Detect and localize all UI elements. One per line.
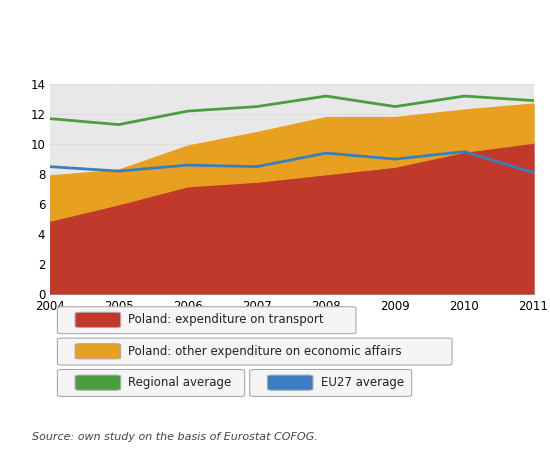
FancyBboxPatch shape bbox=[57, 369, 245, 396]
FancyBboxPatch shape bbox=[75, 344, 120, 359]
FancyBboxPatch shape bbox=[57, 307, 356, 333]
Text: Regional average: Regional average bbox=[128, 376, 232, 389]
Text: Expenditure on economic affairs: Expenditure on economic affairs bbox=[14, 17, 342, 35]
Text: Source: own study on the basis of Eurostat COFOG.: Source: own study on the basis of Eurost… bbox=[32, 432, 318, 442]
FancyBboxPatch shape bbox=[75, 375, 120, 390]
FancyBboxPatch shape bbox=[267, 375, 313, 390]
FancyBboxPatch shape bbox=[250, 369, 411, 396]
Text: Poland: expenditure on transport: Poland: expenditure on transport bbox=[128, 313, 324, 326]
Text: EU27 average: EU27 average bbox=[321, 376, 404, 389]
FancyBboxPatch shape bbox=[75, 312, 120, 327]
Text: As a share of public spending in a given year (%): As a share of public spending in a given… bbox=[14, 48, 322, 61]
Text: Poland: other expenditure on economic affairs: Poland: other expenditure on economic af… bbox=[128, 345, 402, 358]
FancyBboxPatch shape bbox=[57, 338, 452, 365]
